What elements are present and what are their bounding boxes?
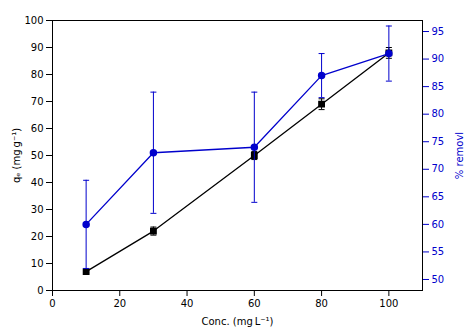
- svg-text:95: 95: [432, 26, 445, 37]
- svg-text:85: 85: [432, 81, 445, 92]
- svg-text:% removl: % removl: [454, 132, 465, 179]
- svg-text:60: 60: [31, 123, 44, 134]
- svg-text:60: 60: [248, 298, 261, 309]
- svg-text:65: 65: [432, 191, 445, 202]
- svg-text:qₑ (mg g⁻¹): qₑ (mg g⁻¹): [11, 128, 22, 183]
- svg-text:100: 100: [379, 298, 398, 309]
- svg-text:75: 75: [432, 136, 445, 147]
- svg-text:90: 90: [432, 53, 445, 64]
- svg-text:100: 100: [24, 15, 43, 26]
- svg-text:80: 80: [432, 108, 445, 119]
- svg-text:55: 55: [432, 246, 445, 257]
- svg-text:70: 70: [31, 96, 44, 107]
- svg-text:0: 0: [37, 285, 43, 296]
- svg-text:90: 90: [31, 42, 44, 53]
- svg-text:40: 40: [181, 298, 194, 309]
- svg-text:Conc. (mg L⁻¹): Conc. (mg L⁻¹): [201, 316, 273, 327]
- svg-text:0: 0: [49, 298, 55, 309]
- svg-text:50: 50: [31, 150, 44, 161]
- svg-text:40: 40: [31, 177, 44, 188]
- svg-text:30: 30: [31, 204, 44, 215]
- svg-text:80: 80: [315, 298, 328, 309]
- svg-text:20: 20: [113, 298, 126, 309]
- svg-text:60: 60: [432, 219, 445, 230]
- svg-text:50: 50: [432, 274, 445, 285]
- svg-text:80: 80: [31, 69, 44, 80]
- svg-text:20: 20: [31, 231, 44, 242]
- svg-text:10: 10: [31, 258, 44, 269]
- svg-text:70: 70: [432, 163, 445, 174]
